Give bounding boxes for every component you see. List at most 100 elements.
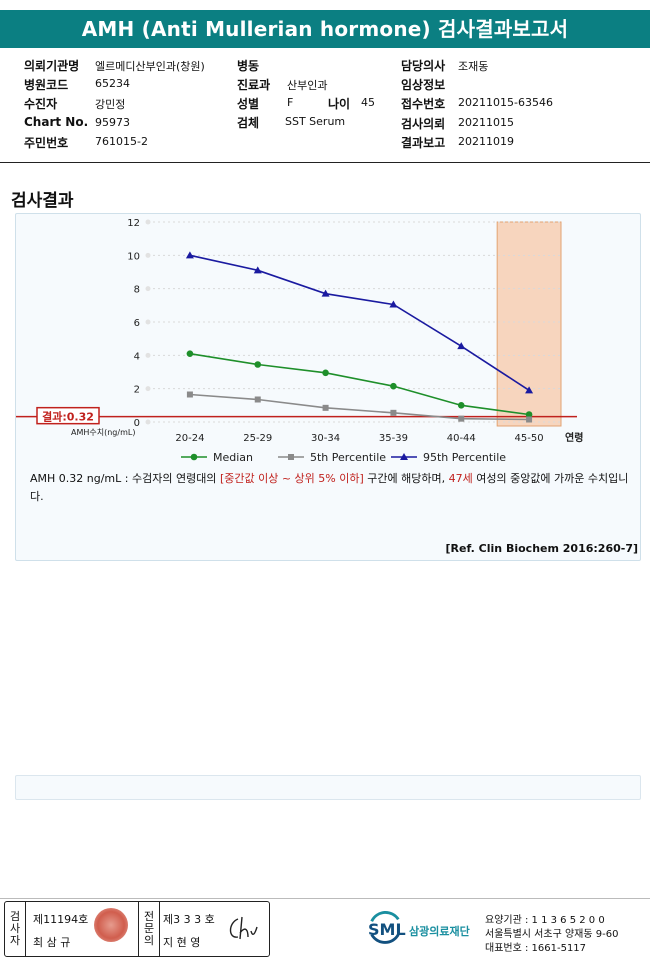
request-label: 검사의뢰 xyxy=(401,117,446,131)
report-date-value: 20211019 xyxy=(458,135,514,148)
tick-dot xyxy=(145,219,151,225)
patient-info: 의뢰기관명 엘르메디산부인과(창원) 병동 담당의사 조재동 병원코드 6523… xyxy=(0,48,650,163)
official-seal-icon xyxy=(94,908,128,942)
median-point xyxy=(186,350,194,357)
doctor-label: 담당의사 xyxy=(401,59,446,73)
hospital-label: 의뢰기관명 xyxy=(24,59,80,73)
95th-percentile-point xyxy=(185,251,194,259)
x-tick-label: 45-50 xyxy=(515,433,544,444)
5th-percentile-point xyxy=(526,416,533,423)
specimen-value: SST Serum xyxy=(285,115,346,128)
receipt-value: 20211015-63546 xyxy=(458,96,553,109)
x-axis-unit: 연령 xyxy=(565,431,583,444)
id-value: 761015-2 xyxy=(95,135,148,148)
y-tick-label: 0 xyxy=(134,418,140,429)
result-description: AMH 0.32 ng/mL : 수검자의 연령대의 [중간값 이상 ~ 상위 … xyxy=(30,470,630,506)
tick-dot xyxy=(145,386,151,392)
legend-marker-5th-percentile xyxy=(288,454,294,460)
5th-percentile-point xyxy=(390,409,397,416)
y-tick-label: 12 xyxy=(127,218,140,229)
empty-comment-box xyxy=(15,775,641,800)
sex-label: 성별 xyxy=(237,97,260,111)
x-tick-label: 35-39 xyxy=(379,433,408,444)
footer-divider xyxy=(0,898,650,899)
95th-percentile-point xyxy=(321,289,330,297)
tick-dot xyxy=(145,286,151,292)
95th-percentile-point xyxy=(253,266,262,274)
id-label: 주민번호 xyxy=(24,136,69,150)
result-label-box xyxy=(36,406,100,425)
clinical-label: 임상정보 xyxy=(401,78,446,92)
sml-logo-icon xyxy=(370,911,400,944)
median-line xyxy=(189,352,530,416)
code-label: 병원코드 xyxy=(24,78,69,92)
highlight-age-band xyxy=(496,221,562,427)
dept-label: 진료과 xyxy=(237,78,271,92)
dept-value: 산부인과 xyxy=(287,79,328,92)
5th-percentile-point xyxy=(322,404,329,411)
chart-no-value: 95973 xyxy=(95,116,130,129)
median-point xyxy=(390,382,397,390)
5th-percentile-point xyxy=(186,391,193,398)
5th-percentile-point xyxy=(458,415,465,422)
amh-chart: 0 2 4 6 8 10 12 20-24 25-29 30-34 35-39 40-44 45-50 연… xyxy=(16,218,583,464)
desc-part-5: 여성의 중앙값에 가까운 수치입니다. xyxy=(30,472,629,503)
legend-label-95th-percentile: 95th Percentile xyxy=(423,451,506,464)
section-title: 검사결과 xyxy=(11,191,74,211)
report-date-label: 결과보고 xyxy=(401,136,446,150)
y-axis-label: AMH수치(ng/mL) xyxy=(71,428,135,437)
legend-label-median: Median xyxy=(213,451,253,464)
5th-percentile-line xyxy=(189,393,530,421)
x-tick-label: 30-34 xyxy=(311,433,340,444)
code-value: 65234 xyxy=(95,77,130,90)
desc-part-3: 구간에 해당하며, xyxy=(363,472,449,485)
specialist-name: 지 현 영 xyxy=(163,936,201,949)
y-tick-label: 10 xyxy=(127,251,140,262)
chart-no-label: Chart No. xyxy=(24,115,89,129)
x-tick-label: 25-29 xyxy=(243,433,272,444)
median-point xyxy=(525,411,533,418)
5th-percentile-point xyxy=(254,396,261,403)
95th-percentile-point xyxy=(457,342,466,350)
legend-label-5th-percentile: 5th Percentile xyxy=(310,451,386,464)
patient-label: 수진자 xyxy=(24,97,58,111)
receipt-label: 접수번호 xyxy=(401,97,446,111)
request-value: 20211015 xyxy=(458,116,514,129)
tester-name: 최 삼 규 xyxy=(33,936,71,949)
result-chart-panel: 0 2 4 6 8 10 12 20-24 25-29 30-34 35-39 40-44 45-50 연… xyxy=(15,213,641,561)
median-point xyxy=(457,402,465,409)
y-tick-label: 4 xyxy=(134,351,140,362)
logo-text: SML xyxy=(368,920,406,939)
specialist-license: 제3 3 3 호 xyxy=(163,913,215,926)
institution-code: 요양기관 : 1 1 3 6 5 2 0 0 xyxy=(485,915,605,926)
report-title: AMH (Anti Mullerian hormone) 검사결과보고서 xyxy=(0,10,650,48)
y-tick-label: 2 xyxy=(134,385,140,396)
legend-marker-95th-percentile xyxy=(400,453,408,460)
age-label: 나이 xyxy=(328,97,351,111)
result-label: 결과:0.32 xyxy=(42,410,94,424)
legend-marker-median xyxy=(190,453,198,461)
tick-dot xyxy=(145,419,151,425)
org-name: 삼광의료재단 xyxy=(409,925,470,938)
patient-value: 강민정 xyxy=(95,98,126,111)
95th-percentile-point xyxy=(525,386,534,394)
y-tick-label: 8 xyxy=(134,285,140,296)
tester-license: 제11194호 xyxy=(33,913,89,926)
signature-icon xyxy=(229,916,258,940)
reference: [Ref. Clin Biochem 2016:260-7] xyxy=(445,542,638,555)
phone: 대표번호 : 1661-5117 xyxy=(485,943,587,954)
desc-part-1: AMH 0.32 ng/mL : 수검자의 연령대의 xyxy=(30,472,220,485)
y-tick-label: 6 xyxy=(134,318,140,329)
ward-label: 병동 xyxy=(237,59,260,73)
median-point xyxy=(254,361,262,368)
doctor-value: 조재동 xyxy=(458,60,489,73)
desc-range: [중간값 이상 ~ 상위 5% 이하] xyxy=(219,472,364,485)
tick-dot xyxy=(145,319,151,325)
sex-value: F xyxy=(287,96,294,109)
median-point xyxy=(322,369,329,377)
tick-dot xyxy=(145,352,151,358)
hospital-value: 엘르메디산부인과(창원) xyxy=(95,60,205,73)
